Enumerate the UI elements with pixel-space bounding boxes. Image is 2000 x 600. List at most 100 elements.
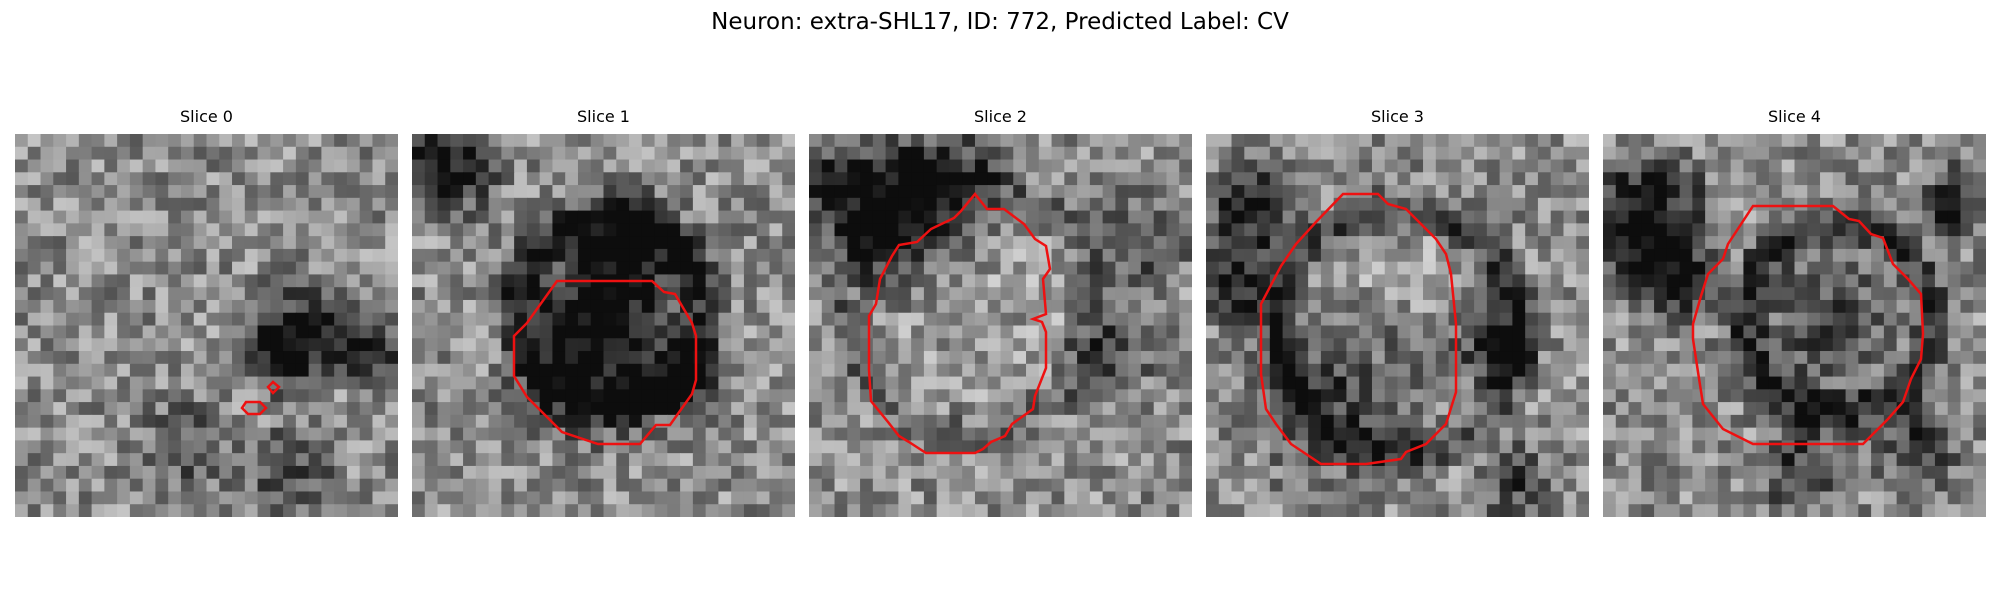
pixel — [1654, 274, 1668, 288]
pixel — [987, 159, 1002, 173]
pixel — [295, 504, 310, 517]
pixel — [1333, 223, 1348, 237]
pixel — [1461, 338, 1475, 352]
pixel — [1768, 427, 1783, 441]
pixel — [1563, 159, 1577, 173]
pixel — [1883, 376, 1898, 390]
pixel — [987, 146, 1002, 161]
pixel — [334, 197, 348, 212]
pixel — [1461, 491, 1475, 505]
pixel — [731, 465, 745, 480]
pixel — [1883, 351, 1898, 365]
grayscale-pixels-4 — [1603, 134, 1986, 517]
pixel — [257, 325, 271, 339]
pixel — [1512, 299, 1526, 314]
pixel — [654, 504, 668, 517]
pixel — [514, 210, 528, 224]
pixel — [475, 287, 490, 301]
pixel — [1871, 312, 1885, 327]
pixel — [1550, 465, 1565, 480]
pixel — [911, 491, 925, 505]
pixel — [1550, 427, 1565, 441]
pixel — [1537, 159, 1552, 173]
pixel — [577, 491, 592, 505]
pixel — [117, 338, 131, 352]
pixel — [1435, 159, 1450, 173]
pixel — [1576, 312, 1589, 327]
pixel — [1550, 338, 1565, 352]
pixel — [1486, 389, 1501, 403]
pixel — [936, 312, 951, 327]
pixel — [1654, 389, 1668, 403]
pixel — [1064, 363, 1078, 378]
pixel — [1089, 414, 1104, 429]
pixel — [514, 491, 528, 505]
pixel — [1320, 185, 1335, 199]
pixel — [1603, 338, 1617, 352]
pixel — [257, 414, 271, 429]
pixel — [603, 172, 617, 186]
pixel — [129, 440, 144, 454]
pixel — [501, 146, 515, 161]
pixel — [1641, 478, 1655, 493]
pixel — [1026, 453, 1040, 467]
pixel — [219, 363, 233, 378]
pixel — [1435, 427, 1450, 441]
pixel — [1768, 223, 1783, 237]
pixel — [1077, 236, 1091, 250]
pixel — [1013, 478, 1027, 493]
pixel — [283, 197, 297, 212]
pixel — [1666, 504, 1681, 517]
pixel — [1679, 134, 1693, 148]
pixel — [1512, 248, 1526, 263]
pixel — [1603, 453, 1617, 467]
pixel — [372, 134, 386, 148]
pixel — [577, 504, 592, 517]
pixel — [1153, 236, 1168, 250]
pixel — [372, 159, 386, 173]
pixel — [1013, 504, 1027, 517]
pixel — [603, 440, 617, 454]
pixel — [155, 223, 169, 237]
pixel — [295, 351, 310, 365]
pixel — [1435, 363, 1450, 378]
pixel — [450, 299, 464, 314]
pixel — [142, 134, 157, 148]
pixel — [1550, 504, 1565, 517]
pixel — [1244, 134, 1258, 148]
pixel — [1934, 146, 1949, 161]
pixel — [463, 159, 477, 173]
pixel — [1333, 376, 1348, 390]
pixel — [1692, 402, 1706, 416]
pixel — [334, 312, 348, 327]
pixel — [1423, 325, 1437, 339]
pixel — [334, 236, 348, 250]
pixel — [1308, 478, 1322, 493]
pixel — [1140, 197, 1155, 212]
pixel — [731, 287, 745, 301]
pixel — [1320, 478, 1335, 493]
pixel — [898, 197, 912, 212]
pixel — [860, 197, 874, 212]
pixel — [27, 274, 42, 288]
pixel — [257, 491, 271, 505]
pixel — [168, 402, 182, 416]
pixel — [463, 402, 477, 416]
pixel — [809, 338, 823, 352]
pixel — [450, 210, 464, 224]
pixel — [1474, 465, 1488, 480]
pixel — [385, 325, 398, 339]
pixel — [295, 172, 310, 186]
pixel — [1858, 197, 1872, 212]
pixel — [257, 453, 271, 467]
pixel — [885, 146, 899, 161]
pixel — [1295, 159, 1309, 173]
pixel — [1179, 389, 1192, 403]
pixel — [1807, 312, 1821, 327]
pixel — [834, 223, 848, 237]
pixel — [847, 465, 861, 480]
pixel — [193, 159, 208, 173]
pixel — [219, 248, 233, 263]
pixel — [809, 287, 823, 301]
pixel — [1077, 134, 1091, 148]
